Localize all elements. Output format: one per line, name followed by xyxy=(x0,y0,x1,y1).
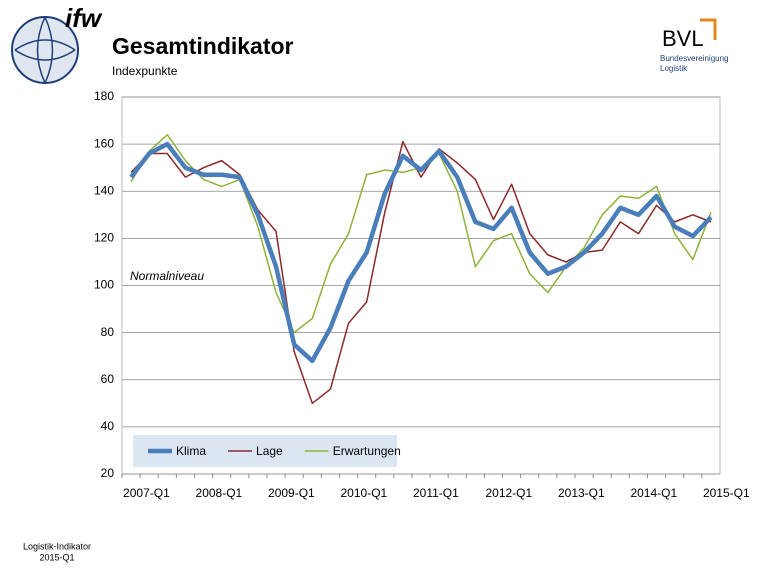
x-tick-label: 2013-Q1 xyxy=(558,486,605,500)
y-tick-label: 180 xyxy=(94,89,114,103)
brand: ifw xyxy=(65,3,103,33)
x-tick-label: 2014-Q1 xyxy=(630,486,677,500)
legend-box xyxy=(133,435,397,467)
chart-subtitle: Indexpunkte xyxy=(112,64,178,78)
bvl-mark xyxy=(700,18,717,40)
legend-label: Erwartungen xyxy=(333,444,401,458)
bvl-subtitle: Bundesvereinigung Logistik xyxy=(660,54,729,73)
y-tick-label: 160 xyxy=(94,136,114,150)
ifw-logo xyxy=(11,16,79,84)
footer-1: Logistik-Indikator xyxy=(23,541,91,551)
y-tick-label: 20 xyxy=(101,466,115,480)
x-tick-label: 2015-Q1 xyxy=(703,486,750,500)
chart-title: Gesamtindikator xyxy=(112,33,294,59)
x-tick-label: 2010-Q1 xyxy=(341,486,388,500)
annotation: Normalniveau xyxy=(130,269,204,283)
y-tick-label: 40 xyxy=(101,419,115,433)
x-tick-label: 2008-Q1 xyxy=(196,486,243,500)
x-tick-label: 2012-Q1 xyxy=(485,486,532,500)
x-tick-label: 2009-Q1 xyxy=(268,486,315,500)
y-tick-label: 80 xyxy=(101,325,115,339)
x-tick-label: 2007-Q1 xyxy=(123,486,170,500)
series-line xyxy=(130,141,712,405)
legend-label: Klima xyxy=(176,444,206,458)
bvl-sub-box: Bundesvereinigung Logistik xyxy=(660,54,729,73)
y-tick-label: 140 xyxy=(94,183,114,197)
series-line xyxy=(130,133,712,334)
y-tick-label: 120 xyxy=(94,231,114,245)
legend-label: Lage xyxy=(256,444,283,458)
y-tick-label: 100 xyxy=(94,278,114,292)
x-tick-label: 2011-Q1 xyxy=(413,486,459,500)
bvl-name: BVL xyxy=(662,26,704,51)
y-tick-label: 60 xyxy=(101,372,115,386)
footer-2: 2015-Q1 xyxy=(39,552,74,562)
series-line xyxy=(129,141,713,364)
